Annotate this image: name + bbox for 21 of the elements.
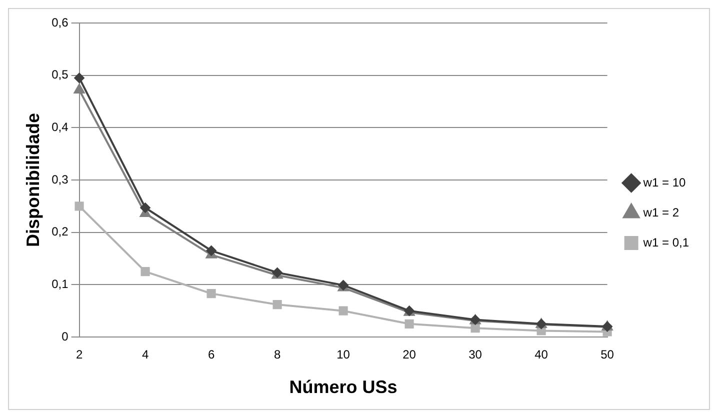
y-tick-label: 0,2 xyxy=(52,224,69,239)
y-tick-label: 0 xyxy=(62,329,69,344)
x-tick-label: 8 xyxy=(274,348,281,362)
x-tick-label: 30 xyxy=(468,348,482,362)
y-axis-title: Disponibilidade xyxy=(22,112,43,248)
x-tick-label: 6 xyxy=(208,348,215,362)
legend-label: w1 = 2 xyxy=(642,205,680,220)
x-tick-label: 40 xyxy=(534,348,548,362)
x-tick-label: 20 xyxy=(402,348,416,362)
x-tick-label: 50 xyxy=(600,348,614,362)
y-tick-label: 0,1 xyxy=(52,276,69,291)
y-tick-label: 0,5 xyxy=(52,68,69,82)
y-tick-label: 0,3 xyxy=(52,172,69,186)
legend-label: w1 = 10 xyxy=(642,175,686,190)
y-tick-label: 0,4 xyxy=(52,120,69,134)
x-axis-title: Número USs xyxy=(289,377,398,398)
x-tick-label: 2 xyxy=(76,348,83,362)
x-tick-label: 4 xyxy=(142,348,149,362)
y-tick-label: 0,6 xyxy=(52,15,69,30)
legend-label: w1 = 0,1 xyxy=(642,235,690,250)
x-tick-label: 10 xyxy=(336,348,350,362)
